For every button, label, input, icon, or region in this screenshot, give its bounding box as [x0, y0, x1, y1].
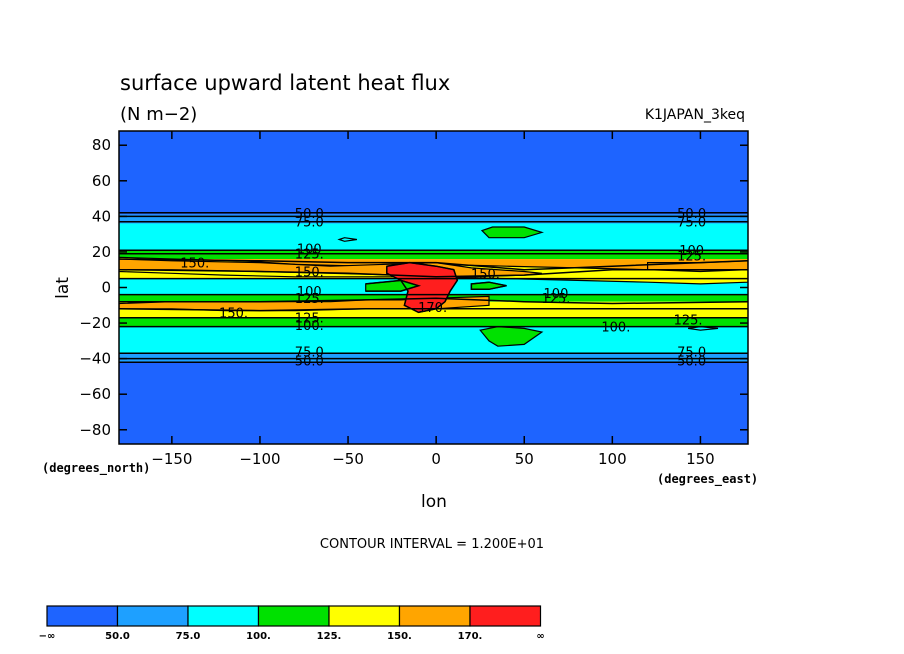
x-axis-label: lon	[421, 492, 447, 512]
flux-field	[119, 131, 748, 444]
legend-label: ∞	[536, 631, 544, 642]
contour-interval: CONTOUR INTERVAL = 1.200E+01	[320, 537, 544, 552]
flux-region	[337, 237, 357, 242]
flux-band	[119, 353, 748, 363]
x-tick-label: −150	[151, 450, 192, 468]
legend-label: 50.0	[105, 631, 130, 642]
flux-band	[119, 214, 748, 224]
contour-label: 75.0	[295, 346, 324, 361]
contour-label: 100	[544, 287, 569, 302]
contour-label: 125.	[295, 248, 324, 263]
contour-line	[119, 258, 748, 271]
legend-label: 100.	[246, 631, 271, 642]
y-tick-label: −60	[79, 385, 111, 403]
flux-band	[119, 131, 748, 215]
run-label: K1JAPAN_3keq	[645, 107, 745, 123]
contour-label: 150.	[180, 257, 209, 272]
contour-label: 50.0	[295, 207, 324, 222]
contour-label: 125.	[295, 292, 324, 307]
x-tick-label: 150	[686, 450, 715, 468]
legend-swatch	[257, 605, 330, 627]
legend-label: 125.	[317, 631, 342, 642]
flux-band	[119, 326, 748, 354]
contour-label: 75.0	[677, 346, 706, 361]
y-tick-label: 60	[92, 172, 111, 190]
contour-label: 75.0	[677, 216, 706, 231]
legend-swatch	[187, 605, 260, 627]
flux-band	[119, 223, 748, 251]
contour-label: 50.0	[677, 354, 706, 369]
legend-label: 75.0	[176, 631, 201, 642]
legend-swatch	[46, 605, 119, 627]
flux-band	[119, 250, 748, 260]
y-axis: 80 60 40 20 0 −20 −40 −60 −80	[79, 136, 748, 439]
legend-swatch	[398, 605, 471, 627]
legend-swatch	[328, 605, 401, 627]
contour-label: 100.	[295, 319, 324, 334]
flux-band	[119, 317, 748, 327]
contour-lines	[119, 212, 748, 363]
contour-label: 50.0	[295, 354, 324, 369]
contour-label: 75.0	[295, 216, 324, 231]
contour-label: 125.	[295, 312, 324, 327]
legend-swatch	[469, 605, 542, 627]
contour-line	[365, 279, 422, 292]
contour-label: 100	[679, 244, 704, 259]
contour-label: 150.	[295, 265, 324, 280]
contour-label: 100	[297, 242, 322, 257]
x-tick-label: 50	[515, 450, 534, 468]
y-axis-label: lat	[53, 277, 73, 299]
flux-region	[480, 226, 544, 239]
contour-label: 125.	[674, 314, 703, 329]
x-tick-label: −100	[239, 450, 280, 468]
chart-units: (N m−2)	[120, 104, 197, 125]
x-tick-label: 0	[431, 450, 441, 468]
y-tick-label: −20	[79, 314, 111, 332]
y-tick-label: −80	[79, 421, 111, 439]
contour-label: 100.	[601, 321, 630, 336]
contour-label: 150.	[219, 306, 248, 321]
chart-title: surface upward latent heat flux	[120, 71, 450, 95]
y-tick-label: 0	[101, 279, 111, 297]
contour-label: 150.	[471, 267, 500, 282]
x-axis-unit: (degrees_east)	[657, 472, 758, 487]
legend-label: 150.	[387, 631, 412, 642]
contour-label: 125.	[677, 249, 706, 264]
x-axis: −150 −100 −50 0 50 100 150	[151, 131, 715, 468]
y-tick-label: 20	[92, 243, 111, 261]
contour-label: 100	[297, 285, 322, 300]
contour-label: 125.	[541, 292, 570, 307]
contour-label: 50.0	[677, 207, 706, 222]
contour-line	[119, 268, 748, 278]
x-tick-label: −50	[332, 450, 364, 468]
x-tick-label: 100	[598, 450, 627, 468]
y-tick-label: 40	[92, 207, 111, 225]
y-axis-unit: (degrees_north)	[42, 461, 150, 476]
y-tick-label: 80	[92, 136, 111, 154]
contour-line	[386, 261, 459, 314]
contour-line	[470, 281, 507, 291]
legend-label: 170.	[458, 631, 483, 642]
contour-label: 170.	[418, 301, 447, 316]
y-tick-label: −40	[79, 350, 111, 368]
flux-band	[119, 362, 748, 444]
contour-line	[119, 297, 748, 305]
legend-swatch	[116, 605, 189, 627]
legend-label: −∞	[39, 631, 56, 642]
color-legend: −∞ 50.0 75.0 100. 125. 150. 170. ∞	[39, 605, 545, 642]
